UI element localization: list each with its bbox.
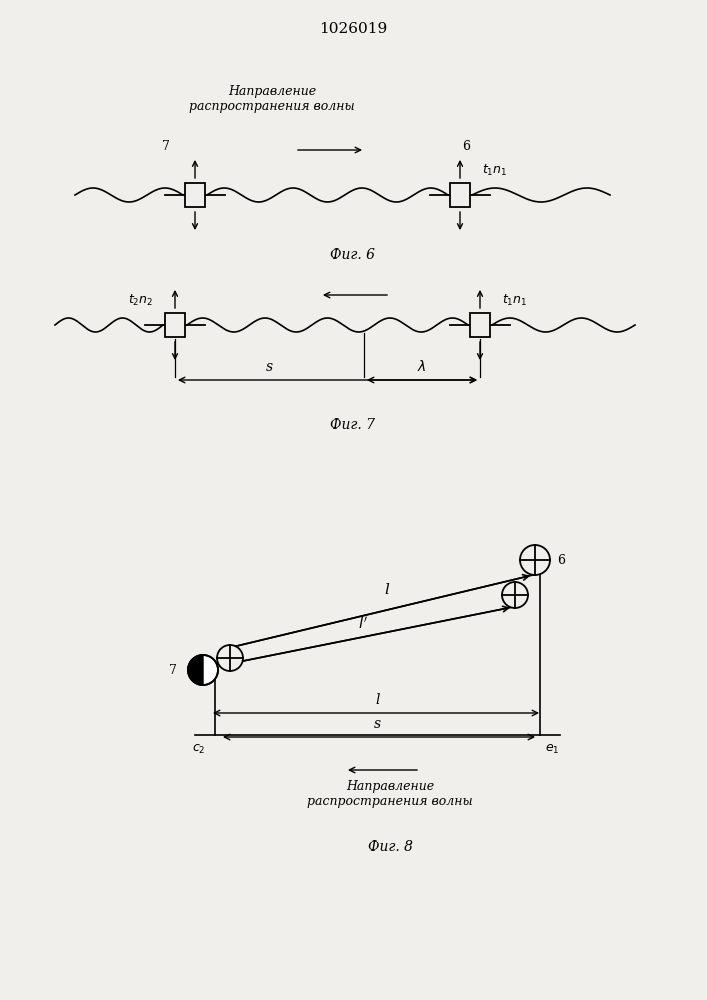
Text: 6: 6 <box>557 554 565 566</box>
Text: 7: 7 <box>162 140 170 153</box>
Text: Направление
распространения волны: Направление распространения волны <box>189 85 355 113</box>
Text: 7: 7 <box>169 664 177 676</box>
Text: l: l <box>384 584 389 597</box>
Text: $t_1n_1$: $t_1n_1$ <box>502 292 527 308</box>
Text: 1026019: 1026019 <box>319 22 387 36</box>
Bar <box>470 313 490 337</box>
Bar <box>185 183 205 207</box>
Text: $l'$: $l'$ <box>358 616 368 632</box>
Text: Фиг. 8: Фиг. 8 <box>368 840 412 854</box>
Text: l: l <box>375 693 380 707</box>
Circle shape <box>217 645 243 671</box>
Text: s: s <box>374 717 381 731</box>
Text: $e_1$: $e_1$ <box>545 743 559 756</box>
Text: Фиг. 6: Фиг. 6 <box>330 248 375 262</box>
Text: $t_2n_2$: $t_2n_2$ <box>128 292 153 308</box>
Text: $t_1n_1$: $t_1n_1$ <box>482 162 508 178</box>
Bar <box>165 313 185 337</box>
Text: Направление
распространения волны: Направление распространения волны <box>307 780 473 808</box>
Circle shape <box>188 655 218 685</box>
Circle shape <box>502 582 528 608</box>
Text: s: s <box>266 360 273 374</box>
Text: 6: 6 <box>462 140 470 153</box>
Text: Фиг. 7: Фиг. 7 <box>330 418 375 432</box>
Circle shape <box>520 545 550 575</box>
Bar <box>450 183 470 207</box>
Text: $\lambda$: $\lambda$ <box>417 359 427 374</box>
Polygon shape <box>188 655 203 685</box>
Text: $c_2$: $c_2$ <box>192 743 205 756</box>
